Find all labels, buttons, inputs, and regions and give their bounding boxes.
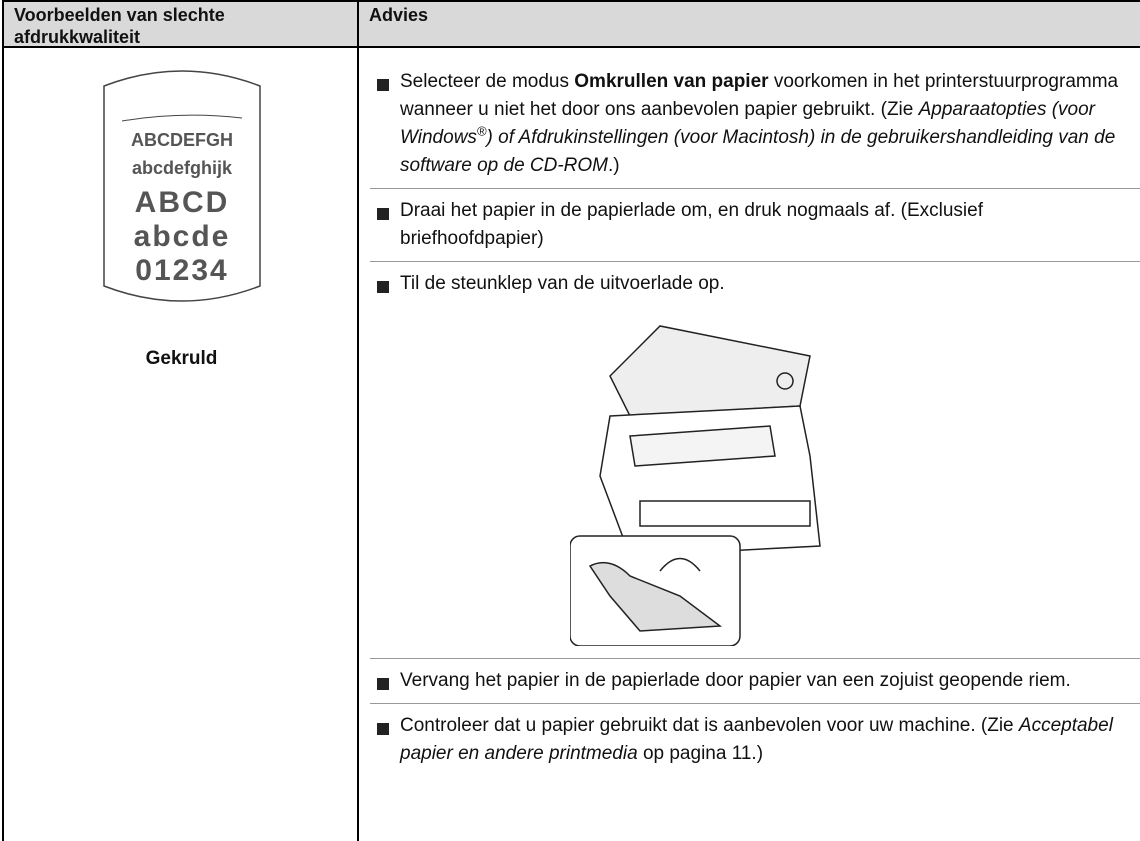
advice-item: Controleer dat u papier gebruikt dat is … xyxy=(370,704,1140,776)
text-run: Selecteer de modus xyxy=(400,71,575,92)
text-run: Acceptabel papier en andere printmedia xyxy=(400,715,1113,764)
text-run: Controleer dat u papier gebruikt dat is … xyxy=(400,715,1019,736)
text-run: voorkomen in het printerstuurprogramma w… xyxy=(400,71,1119,120)
advice-item: Draai het papier in de papierlade om, en… xyxy=(370,189,1140,262)
column-header: Advies xyxy=(359,0,1140,48)
text-run: Apparaatopties (voor Windows xyxy=(400,99,1096,148)
table-border xyxy=(357,48,359,841)
printer-illustration xyxy=(570,325,821,646)
text-run: ) of Afdrukinstellingen (voor Macintosh)… xyxy=(400,127,1116,176)
advice-cell: Selecteer de modus Omkrullen van papier … xyxy=(361,60,1140,776)
text-run: Til de steunklep van de uitvoerlade op. xyxy=(400,273,725,294)
advice-item: Til de steunklep van de uitvoerlade op. xyxy=(370,262,1140,659)
sample-text: ABCD xyxy=(135,186,230,219)
sample-text: abcdefghijk xyxy=(132,158,233,178)
text-run: ® xyxy=(476,123,487,139)
advice-item: Selecteer de modus Omkrullen van papier … xyxy=(370,60,1140,189)
text-run: Vervang het papier in de papierlade door… xyxy=(400,670,1071,691)
advice-item: Vervang het papier in de papierlade door… xyxy=(370,659,1140,704)
sample-text: abcde xyxy=(134,220,231,253)
example-caption: Gekruld xyxy=(145,348,218,369)
text-run: .) xyxy=(608,155,620,176)
text-run: Draai het papier in de papierlade om, en… xyxy=(400,200,983,249)
text-run: Omkrullen van papier xyxy=(574,71,769,92)
sample-text: ABCDEFGH xyxy=(131,130,233,150)
text-run: op pagina 11.) xyxy=(637,743,764,764)
table-border xyxy=(2,48,4,841)
advice-list: Selecteer de modus Omkrullen van papier … xyxy=(361,60,1140,776)
column-header: Voorbeelden van slechte afdrukkwaliteit xyxy=(2,0,359,48)
sample-text: 01234 xyxy=(135,254,228,287)
